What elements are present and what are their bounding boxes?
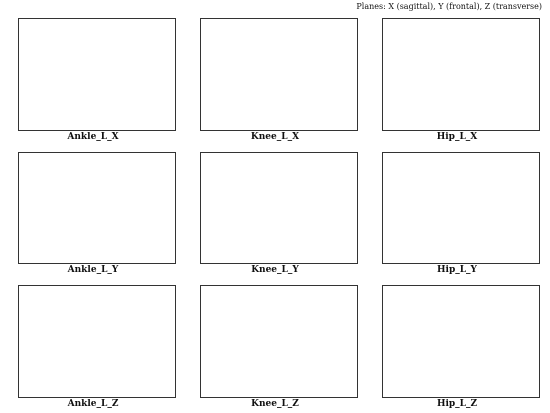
plot-frame xyxy=(18,151,176,265)
plot-frame xyxy=(200,285,358,398)
panel-knee-l-y: Knee_L_Y xyxy=(188,150,362,278)
plot-frame xyxy=(382,18,540,131)
panel-title: Hip_L_Y xyxy=(437,265,477,276)
panel-title: Knee_L_X xyxy=(250,131,300,142)
planes-note: Planes: X (sagittal), Y (frontal), Z (tr… xyxy=(356,2,542,11)
panel-knee-l-x: Knee_L_X xyxy=(188,16,362,144)
plot-frame xyxy=(200,151,358,265)
panel-title: Hip_L_X xyxy=(436,131,478,142)
panel-hip-l-y: Hip_L_Y xyxy=(370,150,544,278)
panel-title: Ankle_L_Z xyxy=(67,398,119,409)
panel-hip-l-x: Hip_L_X xyxy=(370,16,544,144)
plot-frame xyxy=(18,285,176,398)
panel-title: Hip_L_Z xyxy=(436,398,478,409)
panel-knee-l-z: Knee_L_Z xyxy=(188,283,362,411)
panel-ankle-l-z: Ankle_L_Z xyxy=(6,283,180,411)
panel-ankle-l-y: Ankle_L_Y xyxy=(6,150,180,278)
panel-title: Knee_L_Y xyxy=(251,265,299,276)
plot-frame xyxy=(18,18,176,131)
panel-ankle-l-x: Ankle_L_X xyxy=(6,16,180,144)
panel-hip-l-z: Hip_L_Z xyxy=(370,283,544,411)
panel-title: Ankle_L_X xyxy=(67,131,119,142)
panel-title: Ankle_L_Y xyxy=(67,265,119,276)
plot-frame xyxy=(382,285,540,398)
plot-frame xyxy=(200,18,358,131)
panel-grid: Ankle_L_X Knee_L_X Hip_L_X Ankle_L_Y Kne… xyxy=(6,16,544,411)
plot-frame xyxy=(382,151,540,265)
panel-title: Knee_L_Z xyxy=(251,398,299,409)
